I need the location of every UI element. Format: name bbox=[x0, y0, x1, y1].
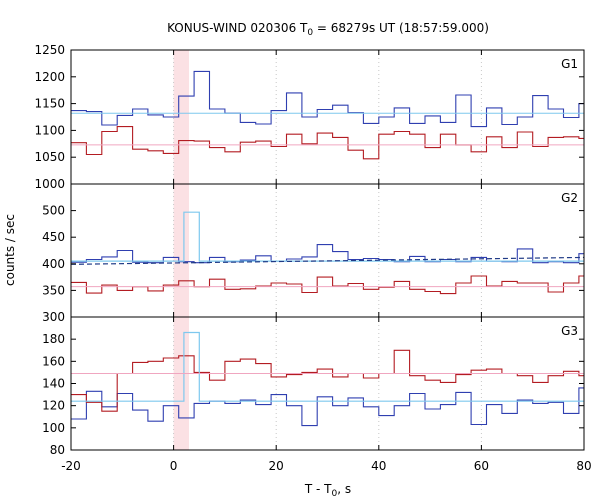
x-axis-label: T - T0, s bbox=[304, 482, 351, 499]
x-axis-label-subscript: 0 bbox=[332, 489, 338, 499]
x-tick-label: 20 bbox=[269, 459, 284, 473]
series-lightblue-step bbox=[71, 211, 584, 262]
series-red-step bbox=[71, 126, 584, 160]
panel-label: G2 bbox=[561, 191, 578, 205]
series-blue-step bbox=[71, 70, 584, 128]
chart-title-rest: = 68279s UT (18:57:59.000) bbox=[313, 21, 489, 35]
x-tick-label: 60 bbox=[474, 459, 489, 473]
y-tick-label: 120 bbox=[42, 399, 65, 413]
x-tick-label: 80 bbox=[576, 459, 591, 473]
series-blue-step bbox=[71, 387, 584, 427]
panel-frame bbox=[70, 49, 585, 185]
panel-g3: 80 100 120 140 160 180 G3 bbox=[42, 316, 585, 457]
y-tick-label: 1150 bbox=[34, 97, 65, 111]
y-tick-label: 500 bbox=[42, 204, 65, 218]
series-lightblue-step bbox=[71, 331, 584, 402]
x-axis-label-rest: , s bbox=[337, 482, 351, 496]
y-tick-label: 1050 bbox=[34, 150, 65, 164]
series-red-step bbox=[71, 349, 584, 412]
y-tick-label: 180 bbox=[42, 332, 65, 346]
x-tick-label: -20 bbox=[61, 459, 81, 473]
y-tick-label: 140 bbox=[42, 377, 65, 391]
y-tick-label: 1250 bbox=[34, 43, 65, 57]
burst-interval-band bbox=[173, 184, 189, 317]
y-tick-label: 1000 bbox=[34, 177, 65, 191]
panel-label: G3 bbox=[561, 324, 578, 338]
plot-layer: 100010501100115012001250G130035040045050… bbox=[34, 43, 591, 473]
y-tick-label: 1200 bbox=[34, 70, 65, 84]
chart-title-main: KONUS-WIND 020306 T bbox=[167, 21, 308, 35]
burst-interval-band bbox=[173, 317, 189, 450]
y-axis-label: counts / sec bbox=[3, 214, 17, 286]
panel-frame bbox=[70, 316, 585, 451]
x-axis-label-main: T - T bbox=[304, 482, 332, 496]
chart-title-subscript: 0 bbox=[307, 28, 313, 38]
panel-frame bbox=[70, 183, 585, 318]
y-tick-label: 80 bbox=[50, 443, 65, 457]
y-tick-label: 350 bbox=[42, 283, 65, 297]
series-blue-step bbox=[71, 244, 584, 264]
panel-label: G1 bbox=[561, 57, 578, 71]
y-tick-label: 160 bbox=[42, 354, 65, 368]
y-tick-label: 300 bbox=[42, 310, 65, 324]
panel-g2: 300 350 400 450 500 G2 bbox=[42, 183, 585, 324]
x-tick-label: 0 bbox=[170, 459, 178, 473]
trend-line bbox=[70, 256, 585, 265]
series-red-step bbox=[71, 275, 584, 295]
y-tick-label: 450 bbox=[42, 230, 65, 244]
burst-interval-band bbox=[173, 50, 189, 184]
panel-g1: 1000 1050 1100 1150 1200 1250 G1 bbox=[34, 43, 585, 191]
y-tick-label: 1100 bbox=[34, 123, 65, 137]
y-tick-label: 100 bbox=[42, 421, 65, 435]
x-tick-label: 40 bbox=[371, 459, 386, 473]
chart-title: KONUS-WIND 020306 T0 = 68279s UT (18:57:… bbox=[167, 21, 489, 38]
y-tick-label: 400 bbox=[42, 257, 65, 271]
